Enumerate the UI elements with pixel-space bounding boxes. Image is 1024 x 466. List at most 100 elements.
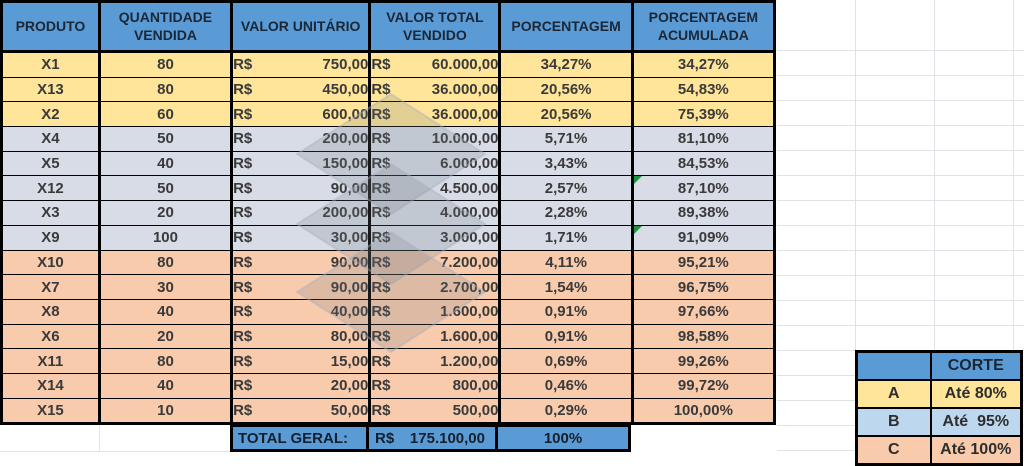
total-value-cell[interactable]: R$ 4.000,00	[368, 200, 502, 226]
header-porcentagem-acumulada[interactable]: PORCENTAGEM ACUMULADA	[630, 0, 777, 53]
product-cell[interactable]: X13	[0, 76, 101, 103]
product-cell[interactable]: X10	[0, 249, 101, 276]
quantity-cell[interactable]: 40	[97, 372, 234, 399]
quantity-cell[interactable]: 50	[97, 126, 234, 152]
percentage-cell[interactable]: 5,71%	[498, 126, 634, 152]
product-cell[interactable]: X14	[0, 372, 101, 399]
unit-value-cell[interactable]: R$ 80,00	[230, 323, 372, 350]
quantity-cell[interactable]: 60	[97, 101, 234, 128]
header-porcentagem[interactable]: PORCENTAGEM	[498, 0, 634, 53]
product-cell[interactable]: X15	[0, 397, 101, 425]
percentage-cell[interactable]: 34,27%	[498, 51, 634, 78]
quantity-cell[interactable]: 80	[97, 76, 234, 103]
total-value-cell[interactable]: R$ 500,00	[368, 397, 502, 425]
unit-value-cell[interactable]: R$ 30,00	[230, 224, 372, 251]
total-value-cell[interactable]: R$ 36.000,00	[368, 76, 502, 103]
quantity-cell[interactable]: 40	[97, 150, 234, 177]
unit-value-cell[interactable]: R$ 40,00	[230, 298, 372, 325]
product-cell[interactable]: X11	[0, 348, 101, 374]
unit-value-cell[interactable]: R$ 450,00	[230, 76, 372, 103]
product-cell[interactable]: X4	[0, 126, 101, 152]
total-value-cell[interactable]: R$ 1.200,00	[368, 348, 502, 374]
legend-cut-b-cell[interactable]: Até 95%	[929, 407, 1023, 437]
percentage-cell[interactable]: 0,29%	[498, 397, 634, 425]
product-cell[interactable]: X2	[0, 101, 101, 128]
unit-value-cell[interactable]: R$ 90,00	[230, 274, 372, 300]
header-quantidade-vendida[interactable]: QUANTIDADE VENDIDA	[97, 0, 234, 53]
total-percentage-cell[interactable]: 100%	[498, 427, 628, 449]
total-value-cell[interactable]: R$ 2.700,00	[368, 274, 502, 300]
quantity-cell[interactable]: 50	[97, 175, 234, 202]
total-value-cell[interactable]: R$ 3.000,00	[368, 224, 502, 251]
quantity-cell[interactable]: 20	[97, 323, 234, 350]
accumulated-percentage-cell[interactable]: 96,75%	[630, 274, 777, 300]
legend-cut-c-cell[interactable]: Até 100%	[929, 435, 1023, 466]
accumulated-percentage-cell[interactable]: 54,83%	[630, 76, 777, 103]
legend-class-c-cell[interactable]: C	[855, 435, 932, 466]
accumulated-percentage-cell[interactable]: 99,26%	[630, 348, 777, 374]
quantity-cell[interactable]: 10	[97, 397, 234, 425]
accumulated-percentage-cell[interactable]: 100,00%	[630, 397, 777, 425]
legend-class-a-cell[interactable]: A	[855, 379, 932, 409]
total-value-cell[interactable]: R$ 60.000,00	[368, 51, 502, 78]
accumulated-percentage-cell[interactable]: 98,58%	[630, 323, 777, 350]
total-value-cell[interactable]: R$ 1.600,00	[368, 298, 502, 325]
percentage-cell[interactable]: 0,91%	[498, 298, 634, 325]
unit-value-cell[interactable]: R$ 750,00	[230, 51, 372, 78]
accumulated-percentage-cell[interactable]: 75,39%	[630, 101, 777, 128]
product-cell[interactable]: X3	[0, 200, 101, 226]
header-produto[interactable]: PRODUTO	[0, 0, 101, 53]
unit-value-cell[interactable]: R$ 90,00	[230, 175, 372, 202]
accumulated-percentage-cell[interactable]: 99,72%	[630, 372, 777, 399]
quantity-cell[interactable]: 30	[97, 274, 234, 300]
percentage-cell[interactable]: 0,91%	[498, 323, 634, 350]
unit-value-cell[interactable]: R$ 90,00	[230, 249, 372, 276]
product-cell[interactable]: X1	[0, 51, 101, 78]
total-geral-label-cell[interactable]: TOTAL GERAL:	[233, 427, 369, 449]
header-valor-unitario[interactable]: VALOR UNITÁRIO	[230, 0, 372, 53]
quantity-cell[interactable]: 80	[97, 51, 234, 78]
unit-value-cell[interactable]: R$ 200,00	[230, 126, 372, 152]
product-cell[interactable]: X9	[0, 224, 101, 251]
accumulated-percentage-cell[interactable]: 87,10%	[630, 175, 777, 202]
accumulated-percentage-cell[interactable]: 81,10%	[630, 126, 777, 152]
legend-corte-header-cell[interactable]: CORTE	[929, 350, 1023, 381]
quantity-cell[interactable]: 80	[97, 249, 234, 276]
unit-value-cell[interactable]: R$ 15,00	[230, 348, 372, 374]
total-value-cell[interactable]: R$ 7.200,00	[368, 249, 502, 276]
unit-value-cell[interactable]: R$ 600,00	[230, 101, 372, 128]
percentage-cell[interactable]: 2,28%	[498, 200, 634, 226]
product-cell[interactable]: X8	[0, 298, 101, 325]
product-cell[interactable]: X5	[0, 150, 101, 177]
unit-value-cell[interactable]: R$ 150,00	[230, 150, 372, 177]
quantity-cell[interactable]: 100	[97, 224, 234, 251]
accumulated-percentage-cell[interactable]: 89,38%	[630, 200, 777, 226]
percentage-cell[interactable]: 0,46%	[498, 372, 634, 399]
percentage-cell[interactable]: 3,43%	[498, 150, 634, 177]
product-cell[interactable]: X6	[0, 323, 101, 350]
accumulated-percentage-cell[interactable]: 97,66%	[630, 298, 777, 325]
percentage-cell[interactable]: 2,57%	[498, 175, 634, 202]
percentage-cell[interactable]: 1,71%	[498, 224, 634, 251]
percentage-cell[interactable]: 1,54%	[498, 274, 634, 300]
total-geral-value-cell[interactable]: R$ 175.100,00	[369, 427, 498, 449]
percentage-cell[interactable]: 4,11%	[498, 249, 634, 276]
unit-value-cell[interactable]: R$ 20,00	[230, 372, 372, 399]
total-value-cell[interactable]: R$ 36.000,00	[368, 101, 502, 128]
accumulated-percentage-cell[interactable]: 84,53%	[630, 150, 777, 177]
product-cell[interactable]: X12	[0, 175, 101, 202]
total-value-cell[interactable]: R$ 10.000,00	[368, 126, 502, 152]
percentage-cell[interactable]: 0,69%	[498, 348, 634, 374]
percentage-cell[interactable]: 20,56%	[498, 101, 634, 128]
total-value-cell[interactable]: R$ 800,00	[368, 372, 502, 399]
legend-cut-a-cell[interactable]: Até 80%	[929, 379, 1023, 409]
quantity-cell[interactable]: 80	[97, 348, 234, 374]
unit-value-cell[interactable]: R$ 50,00	[230, 397, 372, 425]
accumulated-percentage-cell[interactable]: 91,09%	[630, 224, 777, 251]
accumulated-percentage-cell[interactable]: 34,27%	[630, 51, 777, 78]
percentage-cell[interactable]: 20,56%	[498, 76, 634, 103]
accumulated-percentage-cell[interactable]: 95,21%	[630, 249, 777, 276]
legend-blank-header-cell[interactable]	[855, 350, 932, 381]
header-valor-total-vendido[interactable]: VALOR TOTAL VENDIDO	[368, 0, 502, 53]
unit-value-cell[interactable]: R$ 200,00	[230, 200, 372, 226]
